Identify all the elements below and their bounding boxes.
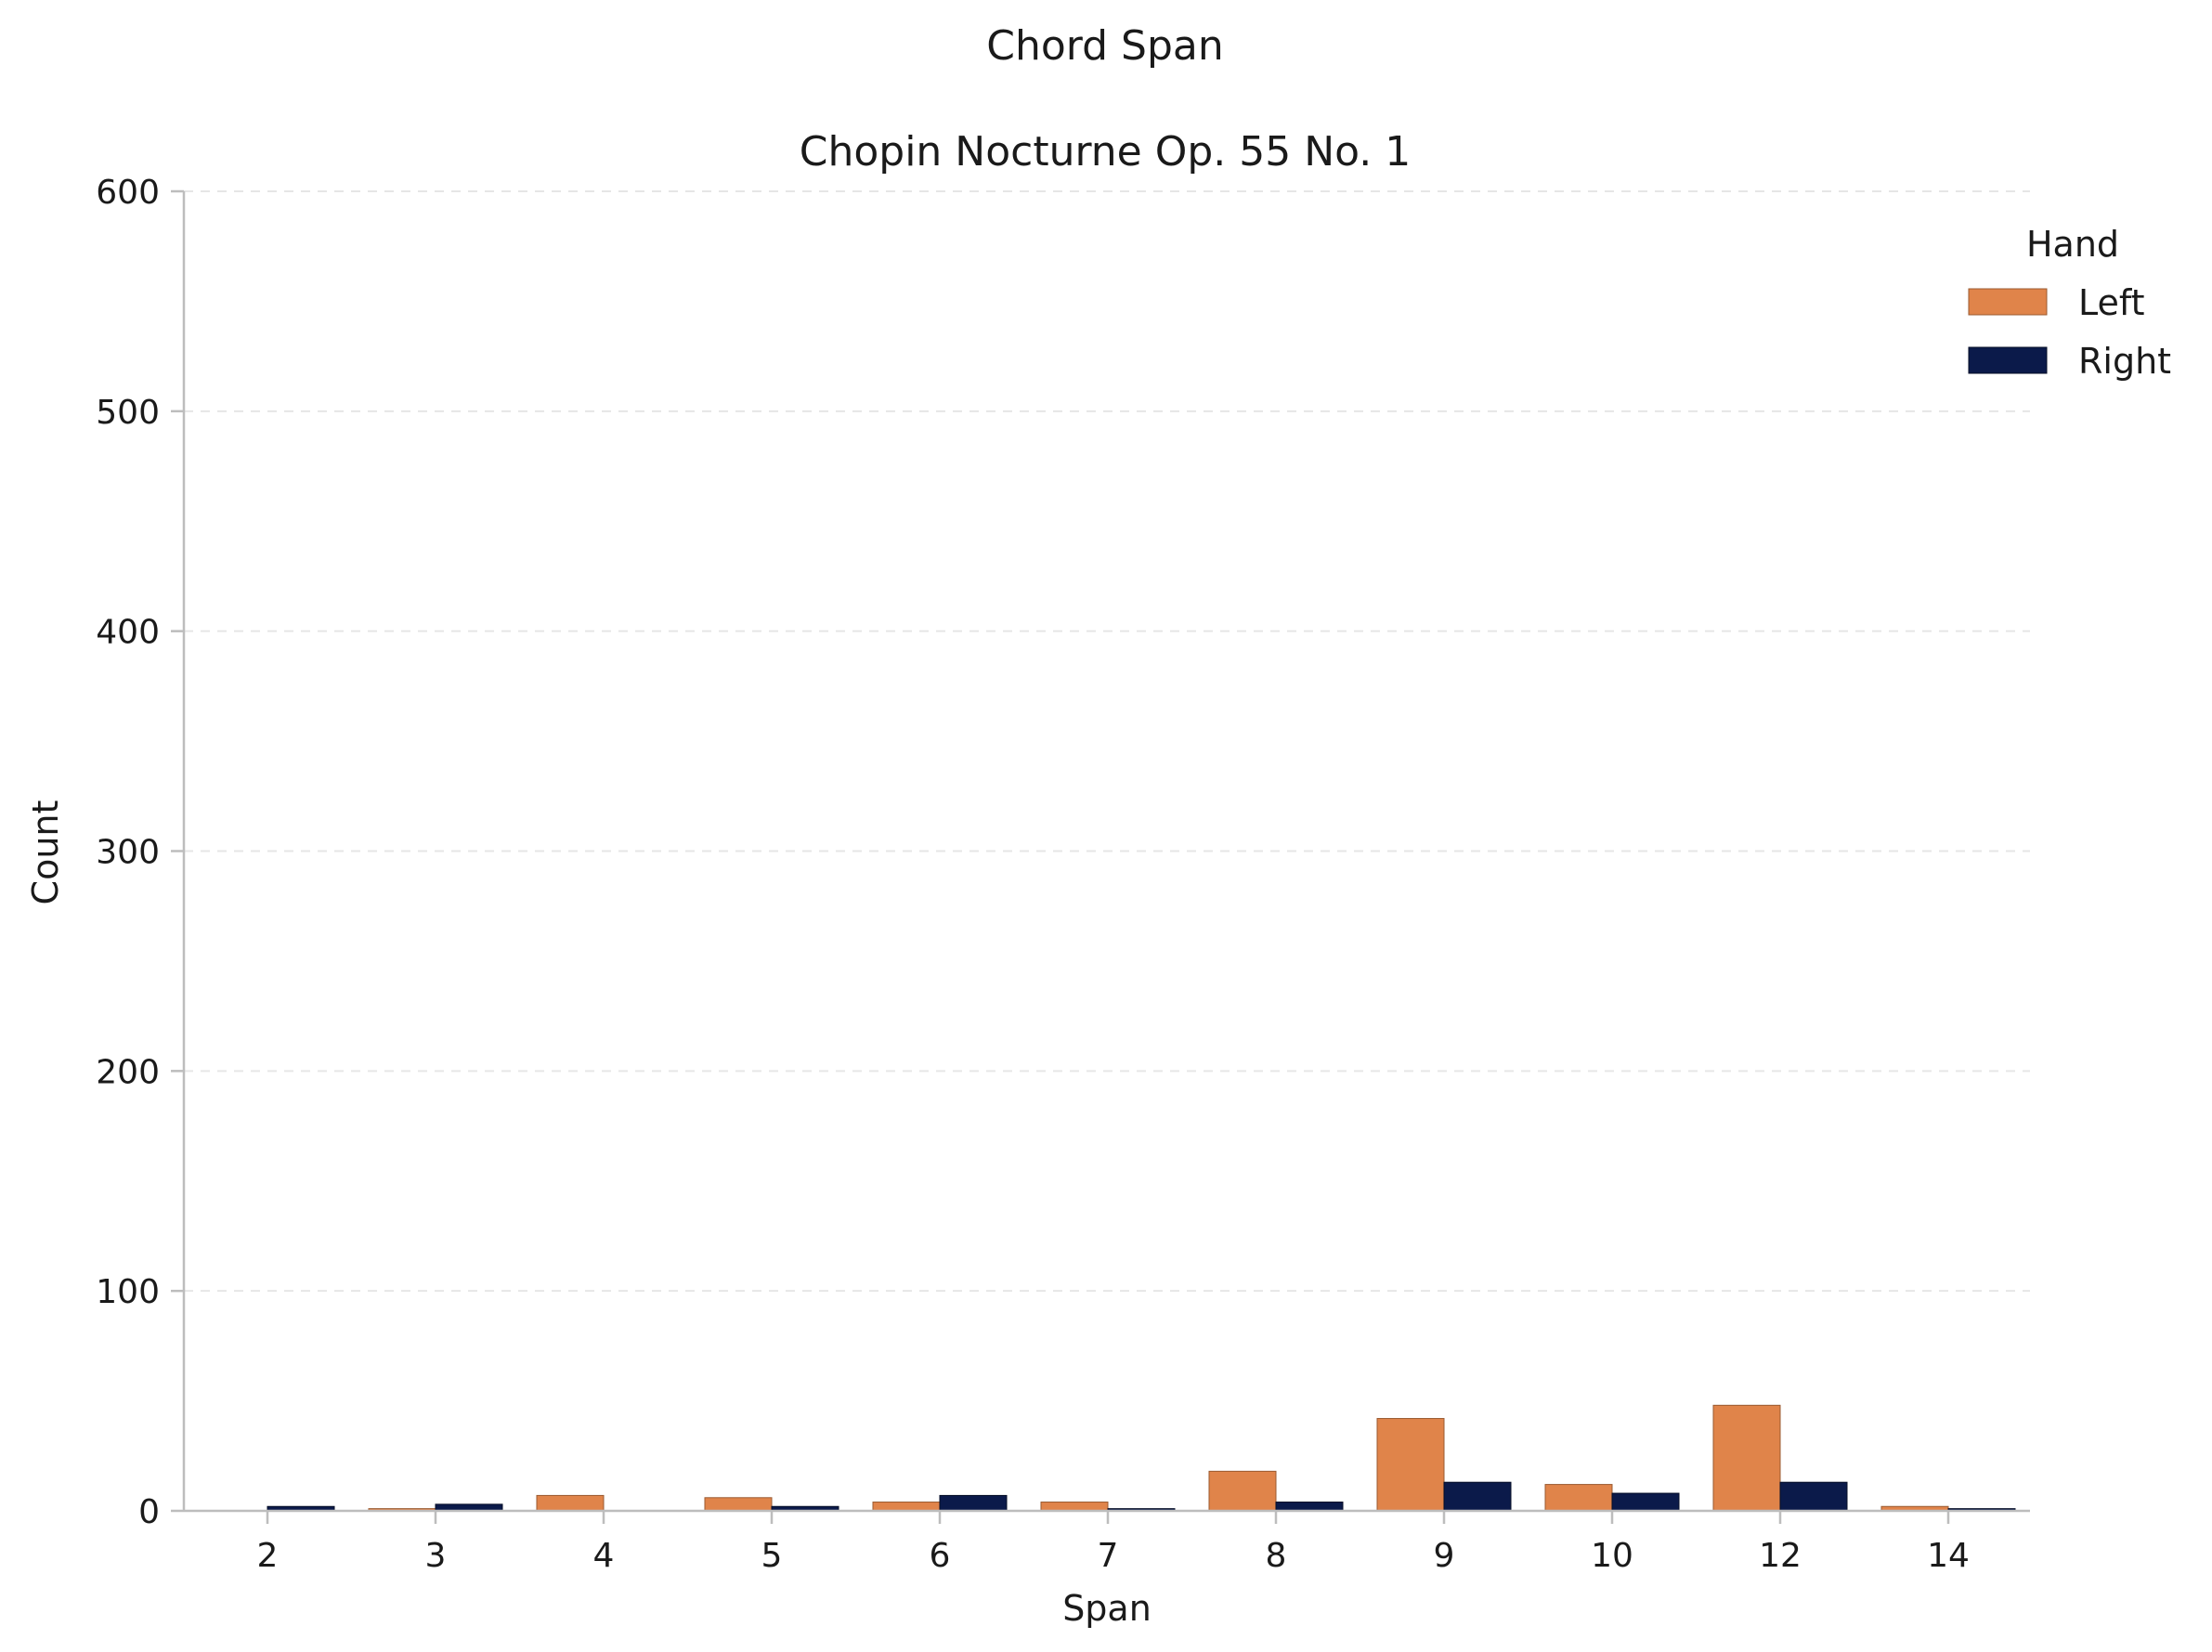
bar-left-12 — [1712, 1404, 1781, 1512]
y-tick-label: 0 — [138, 1493, 160, 1531]
x-axis-ticks: 2 3 4 5 6 7 8 9 10 12 14 — [257, 1511, 1970, 1575]
chart-subtitle: Chopin Nocturne Op. 55 No. 1 — [800, 128, 1412, 176]
x-tick-label: 5 — [761, 1537, 783, 1575]
x-tick-label: 3 — [425, 1537, 447, 1575]
bar-left-7 — [1040, 1502, 1109, 1512]
y-axis-label: Count — [25, 800, 66, 905]
bar-left-8 — [1208, 1470, 1277, 1512]
legend-label-left: Left — [2078, 282, 2145, 323]
legend: Hand Left Right — [1968, 224, 2171, 382]
x-axis-label: Span — [1062, 1588, 1152, 1629]
x-tick-label: 4 — [593, 1537, 615, 1575]
x-tick-label: 12 — [1759, 1537, 1802, 1575]
y-tick-label: 600 — [96, 174, 160, 212]
x-tick-label: 2 — [257, 1537, 279, 1575]
y-tick-label: 100 — [96, 1273, 160, 1311]
legend-swatch-left — [1968, 288, 2048, 316]
y-tick-label: 300 — [96, 834, 160, 872]
bar-right-8 — [1275, 1502, 1344, 1512]
x-tick-label: 8 — [1266, 1537, 1287, 1575]
x-tick-label: 7 — [1098, 1537, 1119, 1575]
gridlines — [184, 190, 2030, 1293]
bar-right-12 — [1779, 1481, 1848, 1512]
y-tick-label: 500 — [96, 394, 160, 432]
x-tick-label: 6 — [930, 1537, 951, 1575]
bar-left-4 — [536, 1494, 605, 1512]
x-tick-label: 10 — [1591, 1537, 1633, 1575]
bar-right-6 — [939, 1494, 1008, 1512]
y-tick-label: 400 — [96, 614, 160, 652]
bars — [267, 1404, 2016, 1512]
legend-label-right: Right — [2078, 341, 2171, 382]
x-tick-label: 14 — [1927, 1537, 1970, 1575]
bar-left-6 — [872, 1502, 941, 1512]
bar-left-9 — [1376, 1418, 1445, 1512]
bar-right-10 — [1611, 1492, 1680, 1512]
chart-title: Chord Span — [986, 22, 1223, 70]
x-tick-label: 9 — [1434, 1537, 1455, 1575]
y-tick-label: 200 — [96, 1053, 160, 1091]
y-axis-ticks: 0 100 200 300 400 500 600 — [96, 174, 184, 1531]
legend-swatch-right — [1968, 346, 2048, 374]
bar-left-10 — [1544, 1484, 1613, 1512]
bar-left-5 — [704, 1497, 773, 1512]
bar-right-9 — [1443, 1481, 1512, 1512]
legend-title: Hand — [2026, 224, 2119, 265]
